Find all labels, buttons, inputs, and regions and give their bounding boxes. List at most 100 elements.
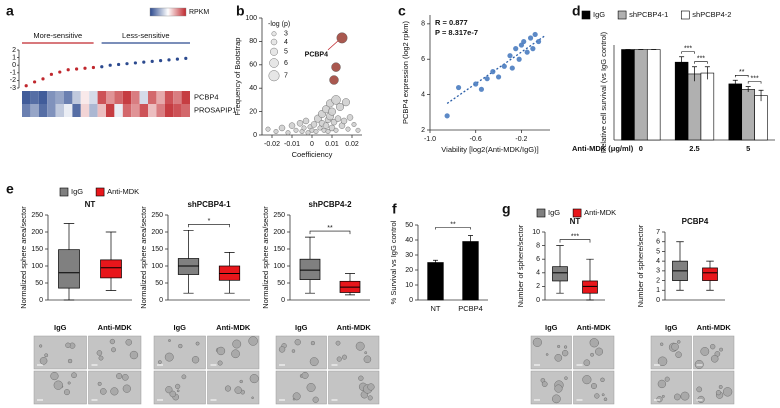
bar: [646, 49, 661, 141]
y-tick-label: 250: [31, 212, 43, 219]
point: [336, 102, 344, 111]
heat-cell: [114, 104, 123, 117]
point: [265, 126, 271, 132]
point: [325, 129, 331, 134]
y-axis-label: Frequency of Bootstrap: [233, 38, 242, 116]
sphere: [217, 360, 223, 366]
sphere: [129, 350, 139, 360]
y-tick-label: 0: [159, 297, 163, 304]
sphere: [176, 389, 180, 393]
heat-cell: [38, 91, 48, 104]
sphere: [71, 372, 77, 379]
y-tick-label: 100: [273, 263, 285, 270]
y-tick-label: 150: [273, 246, 285, 253]
y-tick-label: 0: [536, 297, 540, 304]
heat-cell: [148, 104, 157, 117]
sphere: [99, 388, 107, 395]
sphere: [312, 396, 319, 403]
panel-label: d: [572, 3, 581, 19]
panel-label: f: [392, 201, 397, 217]
significance-bracket: [309, 230, 351, 235]
point: [334, 115, 342, 122]
sphere: [97, 381, 102, 386]
y-tick-label: 250: [273, 212, 285, 219]
sphere: [234, 386, 242, 394]
dot: [49, 72, 54, 76]
y-tick-label: 250: [151, 212, 163, 219]
sphere: [164, 352, 174, 362]
sphere: [125, 339, 132, 346]
dot: [108, 63, 112, 67]
sphere: [541, 381, 548, 387]
micrograph: [33, 335, 87, 370]
y-axis-label: Normalized sphere area/sector: [139, 206, 148, 309]
dot: [91, 65, 95, 70]
sphere: [292, 397, 296, 401]
heat-cell: [139, 91, 148, 104]
significance: ***: [684, 46, 692, 53]
point: [310, 121, 318, 128]
size-legend-mark: [269, 58, 279, 68]
dot: [167, 58, 171, 62]
y-axis-label: Normalized sphere area/sector: [261, 206, 270, 309]
sphere: [590, 383, 597, 390]
sphere: [111, 347, 116, 353]
y-tick-label: 200: [151, 229, 163, 236]
heat-cell: [139, 104, 148, 117]
box: [582, 280, 598, 294]
point: [285, 130, 291, 136]
point: [355, 127, 361, 133]
sphere: [564, 376, 568, 380]
size-legend-title: -log (p): [268, 21, 290, 28]
heat-cell: [114, 91, 123, 104]
sphere: [39, 344, 43, 348]
sphere: [53, 380, 63, 390]
y-tick-label: 150: [31, 246, 43, 253]
sphere: [710, 355, 719, 363]
colorbar: [149, 7, 187, 17]
bar: [741, 89, 755, 141]
dot: [24, 84, 28, 88]
y-tick-label: 20: [405, 267, 413, 274]
dot: [83, 66, 87, 70]
sphere: [309, 357, 319, 367]
point: [478, 86, 485, 92]
y-axis-label: Relative cell survival (vs IgG control): [599, 31, 608, 153]
image-label: Anti-MDK: [577, 323, 612, 332]
y-tick-label: 6: [536, 256, 540, 263]
y-tick-label: 8: [421, 21, 425, 28]
sphere: [583, 359, 591, 367]
legend-swatch: [95, 187, 105, 197]
significance-bracket: [747, 81, 762, 84]
sphere: [582, 375, 592, 385]
image-label: IgG: [174, 323, 187, 332]
sphere: [110, 387, 119, 396]
y-tick-label: 200: [273, 229, 285, 236]
sphere: [722, 387, 733, 397]
significance-bracket: [435, 227, 471, 230]
legend-swatch: [536, 208, 546, 218]
significance-bracket: [188, 224, 230, 228]
point: [331, 62, 341, 72]
point: [328, 124, 336, 132]
bar: [462, 241, 479, 301]
legend-label: Anti-MDK: [584, 208, 616, 217]
sphere: [719, 347, 723, 352]
sphere: [249, 374, 259, 384]
heat-cell: [22, 104, 31, 117]
size-legend-label: 7: [284, 73, 288, 80]
point: [524, 49, 530, 55]
sphere: [232, 339, 242, 349]
heat-cell: [97, 104, 106, 117]
y-tick-label: -2: [10, 77, 16, 84]
y-tick-label: -1: [10, 70, 16, 77]
sphere: [181, 374, 187, 380]
chart-title: shPCBP4-1: [187, 200, 231, 209]
chart-title: NT: [570, 217, 581, 226]
sphere: [65, 342, 71, 348]
y-tick-label: 7: [656, 229, 660, 236]
y-tick-label: 40: [249, 85, 257, 92]
sphere: [367, 395, 373, 401]
y-tick-label: 50: [405, 222, 413, 229]
y-tick-label: 1: [12, 54, 16, 61]
